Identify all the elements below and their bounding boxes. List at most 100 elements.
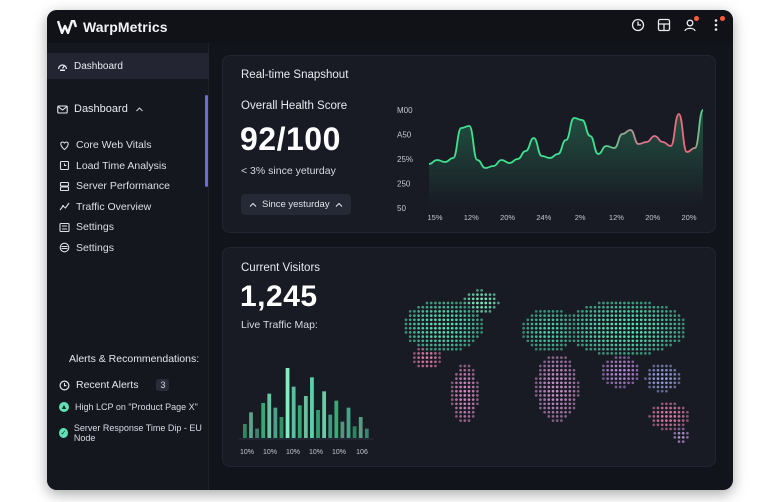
map-dot (455, 347, 458, 351)
map-dot (652, 368, 656, 372)
more-vertical-icon[interactable] (709, 16, 725, 32)
map-dot (623, 360, 626, 364)
map-dot (606, 364, 609, 368)
map-dot (677, 431, 681, 435)
map-dot (463, 305, 467, 309)
map-dot (618, 364, 622, 368)
map-dot (555, 347, 559, 351)
map-dot (471, 339, 475, 343)
visitor-bar (261, 403, 266, 438)
map-dot (652, 343, 656, 347)
visitor-bar (334, 400, 339, 438)
map-dot (526, 339, 530, 343)
sidebar-group-dashboard[interactable]: Dashboard (57, 103, 145, 115)
map-dot (438, 331, 441, 334)
map-dot (656, 410, 660, 414)
alert-item[interactable]: ▲ High LCP on "Product Page X" (59, 402, 198, 412)
map-dot (602, 339, 605, 343)
map-dot (656, 314, 660, 317)
map-dot (618, 381, 622, 385)
map-dot (572, 335, 576, 338)
map-dot (547, 368, 551, 372)
map-dot (669, 410, 672, 414)
map-dot (669, 322, 672, 326)
layout-icon[interactable] (657, 18, 671, 32)
map-dot (568, 394, 572, 397)
map-dot (429, 301, 433, 305)
map-dot (673, 423, 677, 427)
sidebar-item-label: Core Web Vitals (76, 139, 152, 152)
sidebar-item-settings[interactable]: Settings (59, 217, 199, 238)
sidebar-scrollbar[interactable] (205, 95, 208, 187)
map-dot (606, 301, 609, 305)
user-alert-icon[interactable] (683, 16, 699, 32)
sidebar-item-dashboard-active[interactable]: Dashboard (47, 53, 209, 79)
sidebar-item-server-performance[interactable]: Server Performance (59, 176, 199, 197)
map-dot (488, 297, 492, 301)
map-dot (623, 318, 626, 322)
map-dot (614, 381, 618, 385)
timeframe-selector[interactable]: Since yesturday (241, 194, 351, 215)
map-dot (673, 436, 677, 439)
map-dot (660, 310, 664, 313)
map-dot (618, 360, 622, 364)
map-dot (606, 352, 609, 355)
clock-chart-icon[interactable] (631, 18, 645, 32)
map-dot (673, 427, 677, 431)
map-dot (648, 305, 651, 309)
map-dot (568, 322, 572, 326)
traffic-icon (59, 202, 70, 211)
map-dot (459, 318, 462, 322)
map-dot (463, 310, 467, 313)
map-dot (564, 314, 567, 317)
map-dot (446, 301, 450, 305)
map-dot (543, 339, 546, 343)
map-dot (459, 364, 462, 368)
sidebar-item-traffic-overview[interactable]: Traffic Overview (59, 197, 199, 218)
bar-x-tick: 106 (356, 449, 368, 456)
map-dot (681, 335, 685, 338)
map-dot (686, 410, 689, 414)
map-dot (530, 322, 534, 326)
map-dot (644, 305, 647, 309)
map-dot (593, 322, 597, 326)
x-tick-label: 20% (681, 213, 696, 222)
map-dot (459, 377, 462, 380)
x-tick-label: 20% (645, 213, 660, 222)
map-dot (589, 318, 593, 322)
map-dot (589, 335, 593, 338)
map-dot (677, 373, 681, 376)
logo[interactable]: WarpMetrics (57, 19, 168, 35)
map-dot (455, 381, 458, 385)
map-dot (631, 314, 635, 317)
sidebar-item-core-web-vitals[interactable]: Core Web Vitals (59, 135, 199, 156)
map-dot (681, 436, 685, 439)
map-dot (438, 352, 441, 355)
sidebar-item-load-time[interactable]: Load Time Analysis (59, 156, 199, 177)
map-dot (543, 322, 546, 326)
map-dot (434, 347, 437, 351)
map-dot (455, 410, 458, 414)
map-dot (576, 335, 580, 338)
map-dot (665, 343, 668, 347)
map-dot (660, 402, 664, 406)
map-dot (572, 314, 576, 317)
map-dot (446, 335, 450, 338)
map-dot (476, 318, 479, 322)
map-dot (560, 335, 563, 338)
alert-item[interactable]: ✓ Server Response Time Dip - EU Node (59, 423, 208, 443)
map-dot (610, 305, 614, 309)
map-dot (581, 318, 584, 322)
map-dot (564, 385, 567, 389)
map-dot (555, 419, 559, 422)
recent-alerts-toggle[interactable]: Recent Alerts 3 (59, 379, 170, 391)
map-dot (660, 389, 664, 393)
map-dot (547, 394, 551, 397)
visitor-bar (303, 396, 308, 438)
warp-logo-icon (57, 19, 77, 34)
map-dot (623, 385, 626, 389)
map-dot (434, 343, 437, 347)
map-dot (560, 314, 563, 317)
map-dot (669, 427, 672, 431)
sidebar-item-settings-2[interactable]: Settings (59, 238, 199, 259)
